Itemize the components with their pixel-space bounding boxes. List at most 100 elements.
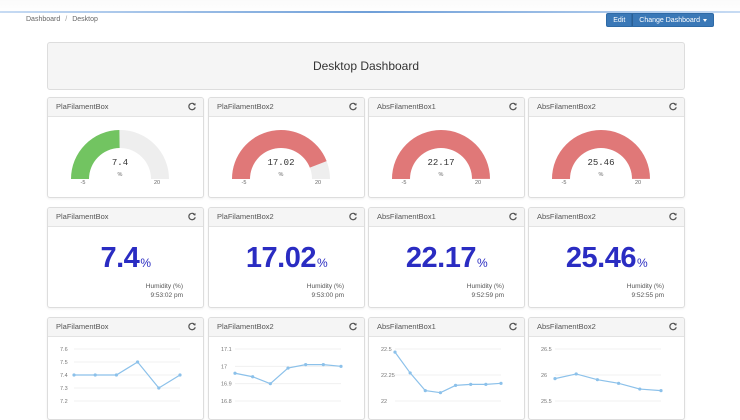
refresh-icon[interactable] [187, 321, 197, 331]
change-dashboard-button[interactable]: Change Dashboard [632, 13, 714, 27]
sensor-timestamp: 9:53:02 pm [150, 292, 183, 299]
sensor-value-unit: % [140, 256, 151, 270]
y-tick-label: 7.4 [60, 373, 68, 379]
y-tick-label: 7.6 [60, 347, 68, 353]
sensor-value: 17.02% [209, 242, 364, 275]
change-dashboard-label: Change Dashboard [639, 17, 700, 24]
refresh-icon[interactable] [668, 211, 678, 221]
gauge-max-label: 20 [635, 180, 641, 186]
gauge-value: 25.46 [587, 158, 614, 168]
data-point[interactable] [286, 366, 290, 370]
sensor-value-unit: % [476, 256, 488, 270]
gauge-max-label: 20 [315, 180, 321, 186]
refresh-icon[interactable] [508, 101, 518, 111]
data-point[interactable] [408, 371, 412, 375]
gauge-min-label: -5 [402, 180, 407, 186]
data-point[interactable] [423, 389, 427, 393]
data-point[interactable] [93, 373, 97, 377]
value-widget: AbsFilamentBox1 22.17% Humidity (%) 9:52… [368, 207, 525, 308]
refresh-icon[interactable] [508, 321, 518, 331]
gauge-min-label: -5 [562, 180, 567, 186]
gauge-value: 22.17 [427, 158, 454, 168]
gauge-unit: % [279, 172, 284, 178]
gauge-unit: % [118, 172, 123, 178]
y-tick-label: 22.5 [381, 347, 392, 353]
data-point[interactable] [659, 389, 663, 393]
y-tick-label: 26.5 [541, 347, 552, 353]
refresh-icon[interactable] [187, 101, 197, 111]
sensor-timestamp: 9:52:55 pm [631, 292, 664, 299]
data-point[interactable] [114, 373, 118, 377]
refresh-icon[interactable] [348, 101, 358, 111]
data-point[interactable] [251, 375, 255, 379]
data-point[interactable] [72, 373, 76, 377]
gauge-widget: AbsFilamentBox1 22.17 % -5 20 [368, 97, 525, 198]
data-point[interactable] [233, 371, 237, 375]
line-chart: 26.5 26 25.5 [541, 347, 663, 405]
refresh-icon[interactable] [668, 321, 678, 331]
data-point[interactable] [574, 372, 578, 376]
data-point[interactable] [438, 391, 443, 395]
breadcrumb-current: Desktop [72, 16, 98, 23]
refresh-icon[interactable] [668, 101, 678, 111]
edit-button-label: Edit [613, 17, 626, 24]
widget-title: PlaFilamentBox2 [217, 212, 274, 221]
value-widget: PlaFilamentBox2 17.02% Humidity (%) 9:53… [208, 207, 365, 308]
gauge-widget: PlaFilamentBox 7.4 % -5 20 [47, 97, 204, 198]
sensor-value-unit: % [316, 256, 328, 270]
data-point[interactable] [499, 381, 503, 385]
y-tick-label: 22 [381, 399, 387, 405]
series-line [554, 373, 662, 392]
sensor-label: Humidity (%) [306, 283, 344, 290]
edit-button[interactable]: Edit [606, 13, 633, 27]
y-tick-label: 16.8 [221, 399, 232, 405]
sensor-value-unit: % [636, 256, 648, 270]
widget-title: PlaFilamentBox [56, 212, 109, 221]
chart-widget: AbsFilamentBox1 22.5 22.25 22 [368, 317, 525, 420]
gauge-svg: 25.46 % -5 20 [552, 129, 650, 186]
data-point[interactable] [393, 350, 397, 354]
caret-down-icon [703, 18, 707, 22]
value-widget: AbsFilamentBox2 25.46% Humidity (%) 9:52… [528, 207, 685, 308]
y-tick-label: 17.1 [221, 347, 232, 353]
sensor-value-number: 22.17 [405, 242, 477, 274]
data-point[interactable] [553, 377, 557, 381]
sensor-value-number: 25.46 [565, 242, 637, 274]
data-point[interactable] [157, 386, 161, 390]
data-point[interactable] [136, 360, 140, 364]
sensor-timestamp: 9:52:59 pm [471, 292, 504, 299]
data-point[interactable] [617, 381, 621, 385]
sensor-label: Humidity (%) [626, 283, 664, 290]
refresh-icon[interactable] [348, 321, 358, 331]
gauge-fill [392, 130, 490, 179]
refresh-icon[interactable] [348, 211, 358, 221]
y-tick-label: 25.5 [541, 399, 552, 405]
gauge-value: 7.4 [112, 158, 128, 168]
y-tick-label: 16.9 [221, 382, 232, 388]
data-point[interactable] [453, 383, 458, 387]
data-point[interactable] [304, 363, 308, 367]
data-point[interactable] [268, 382, 272, 386]
data-point[interactable] [178, 373, 182, 377]
gauge-svg: 17.02 % -5 20 [232, 129, 330, 186]
dashboard-toolbar: Edit Change Dashboard [606, 13, 714, 27]
y-tick-label: 7.3 [60, 386, 68, 392]
gauge-svg: 22.17 % -5 20 [392, 129, 490, 186]
data-point[interactable] [469, 382, 473, 386]
widget-title: AbsFilamentBox2 [537, 322, 596, 331]
refresh-icon[interactable] [187, 211, 197, 221]
gauge-widget: AbsFilamentBox2 25.46 % -5 20 [528, 97, 685, 198]
series-line [74, 361, 181, 389]
gauge-fill [232, 130, 327, 179]
data-point[interactable] [321, 363, 325, 367]
breadcrumb-dashboard-link[interactable]: Dashboard [26, 16, 61, 23]
line-chart: 17.1 17 16.9 16.8 [221, 347, 343, 405]
widget-title: PlaFilamentBox2 [217, 322, 274, 331]
data-point[interactable] [484, 382, 488, 386]
gauge-min-label: -5 [242, 180, 247, 186]
refresh-icon[interactable] [508, 211, 518, 221]
data-point[interactable] [595, 378, 599, 382]
data-point[interactable] [638, 387, 642, 391]
sensor-value: 7.4% [48, 242, 203, 275]
data-point[interactable] [339, 364, 343, 368]
